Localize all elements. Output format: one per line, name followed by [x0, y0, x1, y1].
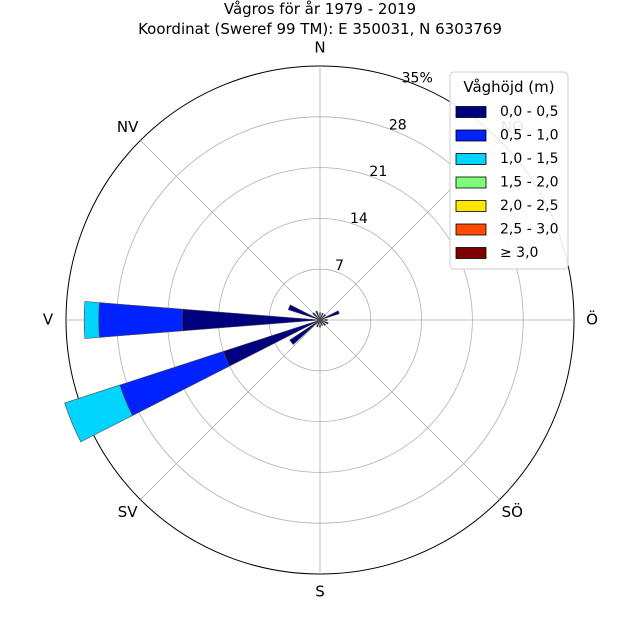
- rose-bar-segment: [319, 319, 328, 321]
- direction-label: V: [43, 311, 54, 329]
- rose-bar-segment: [319, 319, 321, 328]
- legend-swatch: [455, 247, 487, 259]
- direction-label: SV: [118, 503, 139, 521]
- legend-label: 0,0 - 0,5: [500, 104, 558, 120]
- radial-tick-label: 7: [335, 258, 344, 274]
- legend-swatch: [455, 176, 487, 189]
- rose-bar-segment: [319, 312, 321, 321]
- grid-spoke: [140, 319, 321, 500]
- rose-bar-segment: [319, 312, 324, 321]
- rose-bar-segment: [319, 319, 324, 326]
- rose-bar-segment: [315, 310, 321, 321]
- rose-bar-segment: [83, 301, 100, 339]
- legend-label: 2,0 - 2,5: [500, 198, 558, 214]
- radial-tick-label: 28: [389, 117, 407, 133]
- legend-frame: [449, 71, 569, 270]
- rose-bars: [64, 301, 340, 443]
- legend-title: Våghöjd (m): [463, 78, 554, 96]
- legend-entries: 0,0 - 0,5 0,5 - 1,0 1,0 - 1,5 1,5 - 2,0 2,0 …: [455, 104, 558, 261]
- rose-bar-segment: [289, 319, 321, 345]
- radial-tick-labels: 7 14 21 28 35%: [335, 70, 433, 274]
- direction-label: Ö: [586, 310, 598, 329]
- rose-bar-segment: [319, 319, 326, 326]
- direction-label: N: [314, 39, 325, 57]
- legend-swatch: [455, 200, 487, 212]
- direction-label: SÖ: [502, 502, 523, 521]
- legend-swatch: [455, 153, 487, 165]
- legend-label: 2,5 - 3,0: [500, 222, 558, 238]
- legend-label: 0,5 - 1,0: [500, 128, 558, 144]
- radial-tick-label: 21: [369, 164, 387, 180]
- rose-bar-segment: [312, 312, 321, 321]
- legend-label: 1,0 - 1,5: [500, 151, 558, 167]
- legend-label: ≥ 3,0: [500, 245, 538, 261]
- direction-label: S: [315, 583, 325, 601]
- rose-bar-segment: [316, 319, 321, 328]
- rose-bar-segment: [64, 384, 133, 443]
- rose-bar-segment: [222, 319, 321, 367]
- grid-spoke: [140, 140, 321, 321]
- rose-bar-segment: [119, 351, 230, 416]
- rose-bar-segment: [319, 319, 329, 325]
- rose-bar-segment: [319, 310, 340, 321]
- direction-label: NV: [117, 118, 139, 136]
- legend-swatch: [455, 129, 487, 142]
- legend-swatch: [455, 223, 487, 236]
- chart-title: Vågros för år 1979 - 2019: [224, 0, 416, 18]
- legend-label: 1,5 - 2,0: [500, 175, 558, 191]
- legend: Våghöjd (m) 0,0 - 0,5 0,5 - 1,0 1,0 - 1,5 1…: [449, 71, 569, 270]
- radial-tick-label: 14: [350, 211, 368, 227]
- radial-tick-label: 35%: [402, 70, 433, 86]
- rose-bar-segment: [98, 302, 183, 338]
- rose-bar-segment: [287, 304, 321, 321]
- chart-subtitle: Koordinat (Sweref 99 TM): E 350031, N 63…: [138, 20, 502, 38]
- rose-bar-segment: [319, 314, 326, 321]
- legend-swatch: [455, 106, 487, 118]
- grid-spoke: [319, 319, 500, 500]
